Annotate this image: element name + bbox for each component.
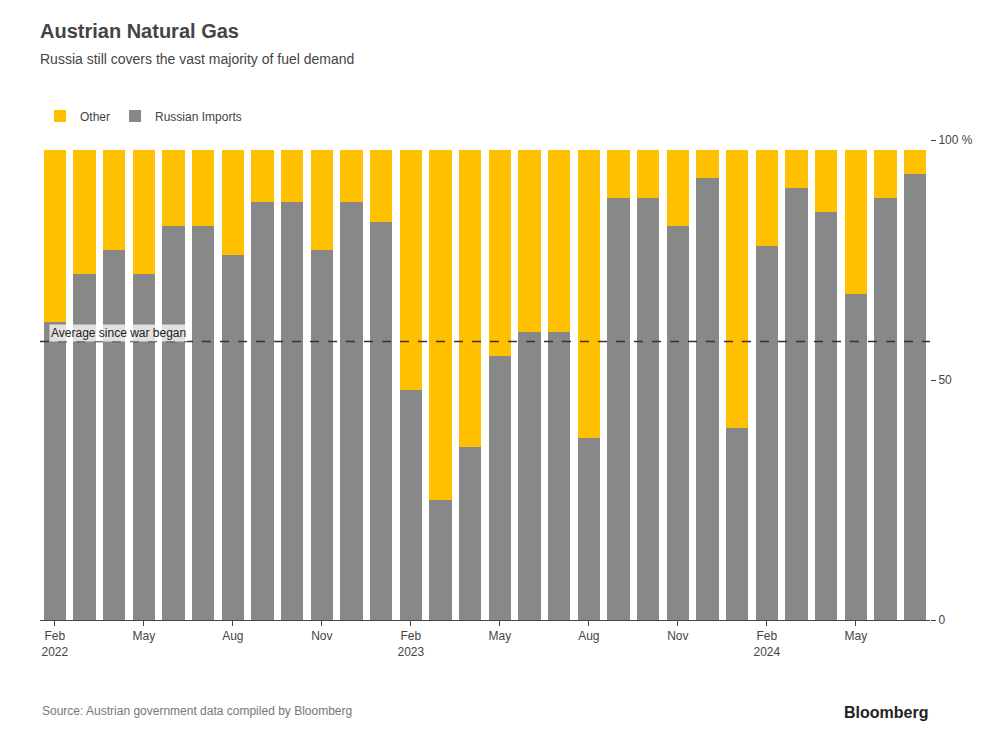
svg-text:Austrian Natural GasRussia sti: Austrian Natural GasRussia still covers …: [40, 20, 354, 67]
svg-text:Aug: Aug: [222, 629, 243, 643]
svg-text:May: May: [132, 629, 155, 643]
svg-text:Source: Austrian government da: Source: Austrian government data compile…: [42, 704, 352, 718]
svg-text:May: May: [844, 629, 867, 643]
svg-text:100 %: 100 %: [938, 133, 972, 147]
svg-text:Other: Other: [80, 110, 110, 124]
svg-text:May: May: [488, 629, 511, 643]
svg-text:Feb2024: Feb2024: [753, 629, 780, 659]
svg-text:Feb2023: Feb2023: [397, 629, 424, 659]
svg-text:50: 50: [938, 373, 952, 387]
svg-text:Bloomberg: Bloomberg: [844, 704, 928, 721]
svg-text:Russian Imports: Russian Imports: [155, 110, 242, 124]
svg-text:Feb2022: Feb2022: [41, 629, 68, 659]
svg-text:Nov: Nov: [311, 629, 332, 643]
svg-text:Nov: Nov: [667, 629, 688, 643]
svg-text:0: 0: [938, 613, 945, 627]
svg-text:Aug: Aug: [578, 629, 599, 643]
svg-text:Average since war began: Average since war began: [51, 326, 186, 340]
